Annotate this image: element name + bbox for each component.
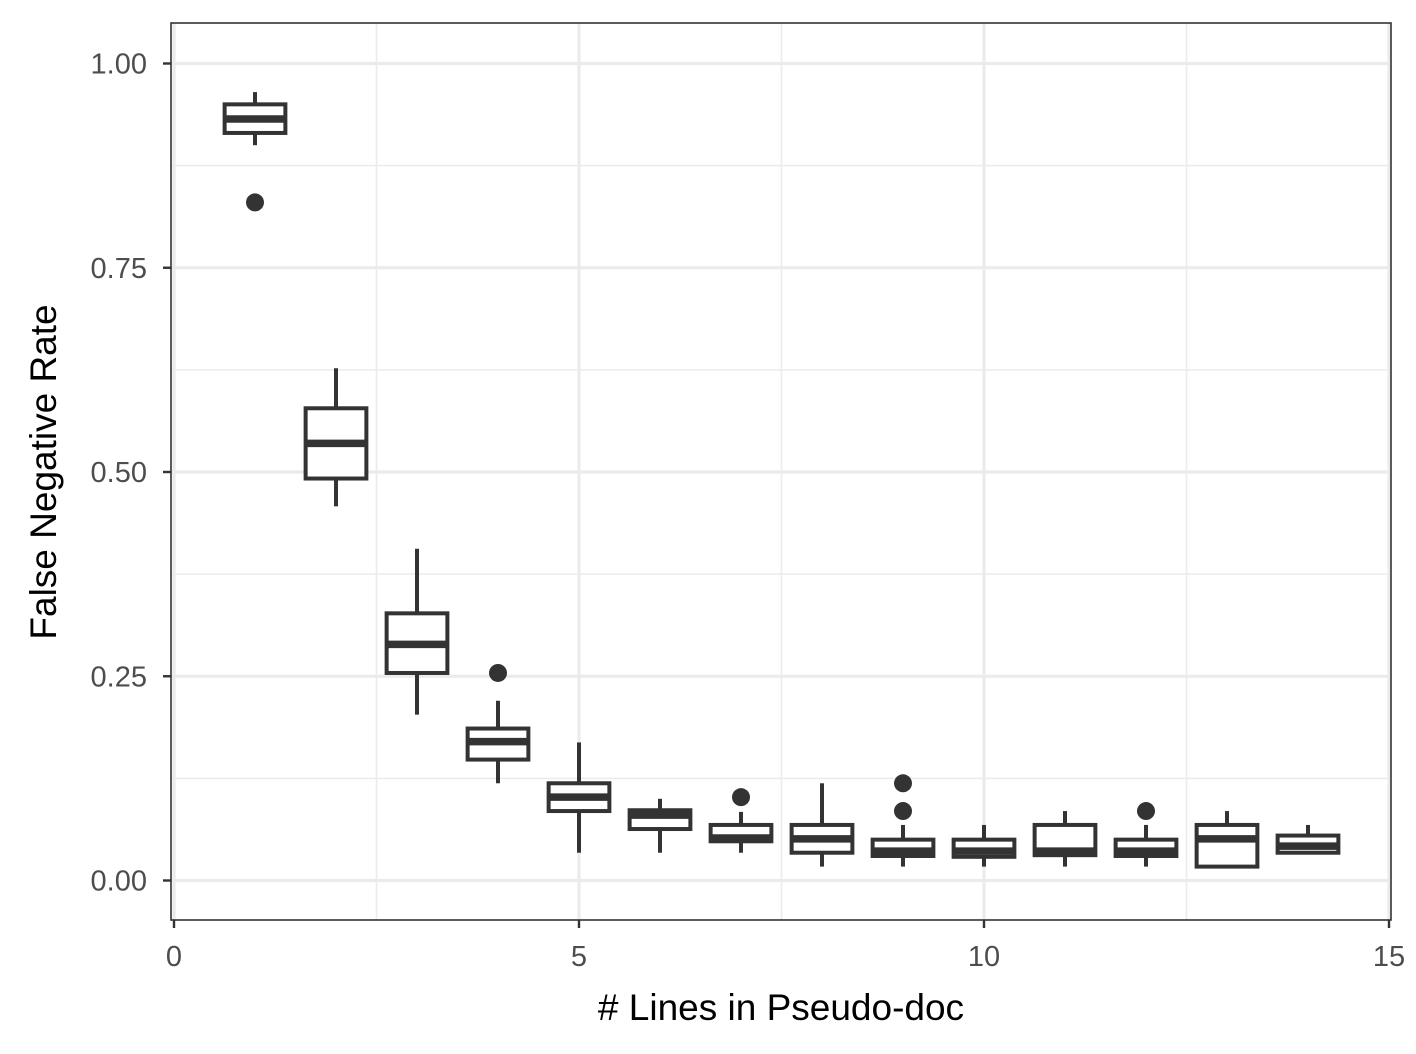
box-x-10 [951,824,1017,867]
box-iqr [1194,822,1260,869]
x-tick-label: 5 [571,941,587,973]
box-x-8 [789,783,855,867]
axis-layer: 0.00 0.25 0.50 0.75 1.00 0 5 10 15 [91,49,1406,974]
box-x-1 [222,92,288,212]
y-tick-label: 0.50 [91,457,147,489]
box-x-9 [870,774,936,867]
box-x-12 [1113,802,1179,867]
x-axis-title: # Lines in Pseudo-doc [598,987,964,1028]
y-tick-label: 0.25 [91,661,147,693]
box-layer [222,92,1341,869]
outlier-point [732,788,750,807]
box-x-7 [708,788,774,853]
box-x-11 [1032,811,1098,867]
box-x-4 [465,663,531,784]
outlier-point [489,663,507,682]
box-x-13 [1194,811,1260,869]
x-tick-label: 10 [968,941,1000,973]
x-tick-label: 0 [166,941,182,973]
box-x-3 [384,548,450,715]
x-tick-label: 15 [1373,941,1405,973]
box-x-6 [627,798,693,853]
outlier-point [894,774,912,793]
y-tick-label: 1.00 [91,49,147,81]
outlier-point [894,802,912,821]
y-tick-label: 0.00 [91,866,147,898]
box-x-2 [303,368,369,507]
box-x-14 [1275,824,1341,855]
box-x-5 [546,742,612,853]
y-axis-title: False Negative Rate [23,304,64,639]
outlier-point [246,193,264,212]
outlier-point [1137,802,1155,821]
y-tick-label: 0.75 [91,253,147,285]
